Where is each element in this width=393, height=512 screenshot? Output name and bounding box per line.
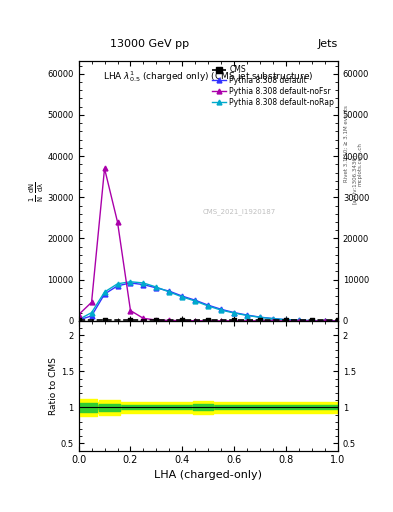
Point bbox=[101, 316, 108, 325]
X-axis label: LHA (charged-only): LHA (charged-only) bbox=[154, 470, 262, 480]
Point bbox=[335, 316, 341, 325]
Text: LHA $\lambda^{1}_{0.5}$ (charged only) (CMS jet substructure): LHA $\lambda^{1}_{0.5}$ (charged only) (… bbox=[103, 69, 314, 84]
Text: [arXiv:1306.3436]: [arXiv:1306.3436] bbox=[352, 154, 357, 204]
Text: Jets: Jets bbox=[318, 38, 338, 49]
Text: mcplots.cern.ch: mcplots.cern.ch bbox=[358, 142, 363, 186]
Y-axis label: $\frac{1}{\rm N}\ \frac{d\rm N}{d\lambda}$: $\frac{1}{\rm N}\ \frac{d\rm N}{d\lambda… bbox=[28, 181, 46, 202]
Point bbox=[75, 316, 82, 325]
Point bbox=[309, 316, 315, 325]
Point bbox=[179, 316, 185, 325]
Text: CMS_2021_I1920187: CMS_2021_I1920187 bbox=[203, 208, 276, 215]
Point bbox=[283, 316, 289, 325]
Point bbox=[127, 316, 134, 325]
Point bbox=[231, 316, 237, 325]
Legend: CMS, Pythia 8.308 default, Pythia 8.308 default-noFsr, Pythia 8.308 default-noRa: CMS, Pythia 8.308 default, Pythia 8.308 … bbox=[211, 63, 336, 109]
Text: 13000 GeV pp: 13000 GeV pp bbox=[110, 38, 189, 49]
Point bbox=[257, 316, 263, 325]
Point bbox=[153, 316, 160, 325]
Text: Rivet 3.1.10; ≥ 3.1M events: Rivet 3.1.10; ≥ 3.1M events bbox=[344, 105, 349, 182]
Point bbox=[205, 316, 211, 325]
Y-axis label: Ratio to CMS: Ratio to CMS bbox=[49, 357, 58, 415]
